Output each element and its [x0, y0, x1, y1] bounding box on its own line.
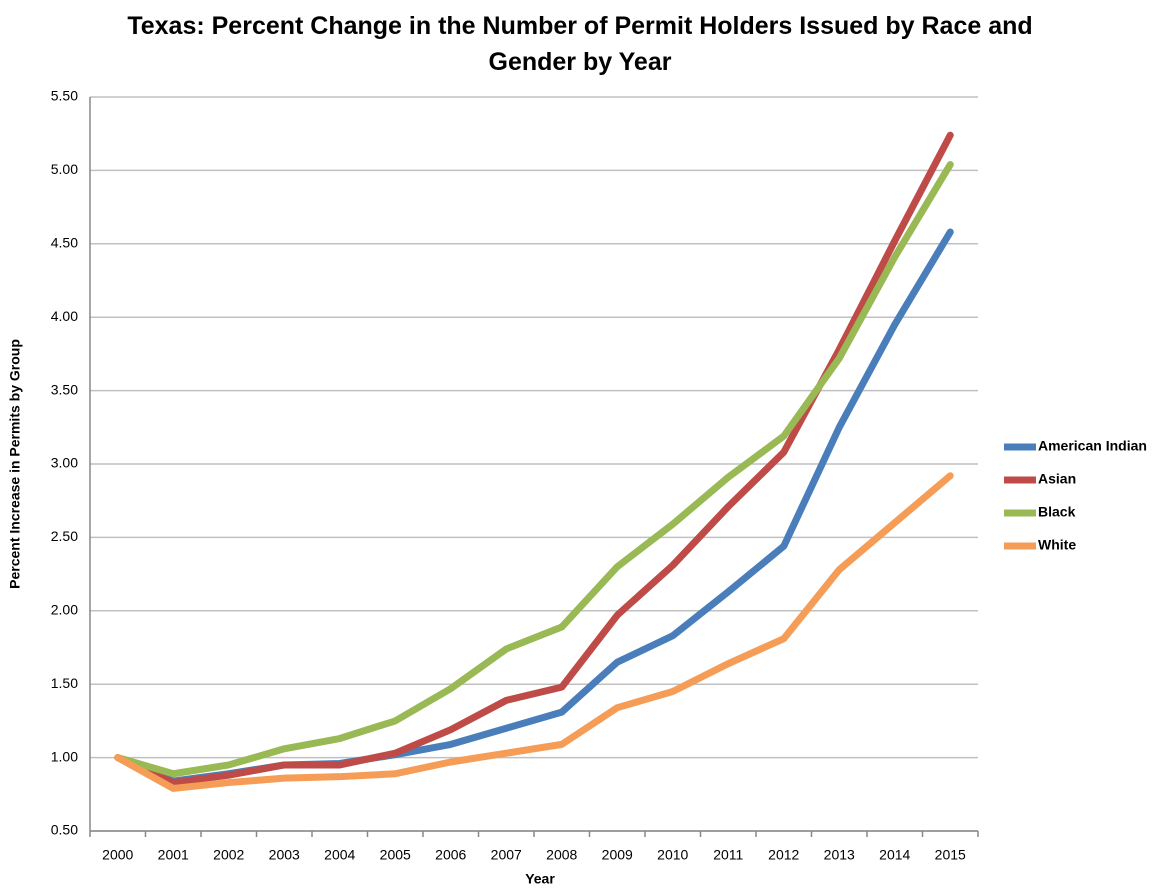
legend-label: Black [1038, 504, 1076, 520]
y-tick-label: 4.50 [51, 235, 78, 251]
y-tick-label: 2.50 [51, 528, 78, 544]
x-tick-label: 2005 [380, 847, 411, 863]
y-tick-label: 5.00 [51, 161, 78, 177]
legend-label: Asian [1038, 471, 1076, 487]
x-tick-label: 2009 [602, 847, 633, 863]
line-series [114, 472, 954, 792]
chart-title: Texas: Percent Change in the Number of P… [127, 12, 1033, 76]
y-tick-label: 4.00 [51, 308, 78, 324]
x-tick-label: 2001 [158, 847, 189, 863]
x-tick-label: 2008 [546, 847, 577, 863]
x-tick-label: 2013 [824, 847, 855, 863]
x-tick-label: 2004 [324, 847, 355, 863]
x-tick-label: 2015 [935, 847, 966, 863]
y-tick-label: 1.50 [51, 675, 78, 691]
y-tick-label: 2.00 [51, 602, 78, 618]
line-series [114, 161, 954, 778]
y-axis-label: Percent Increase in Permits by Group [7, 339, 23, 589]
x-tick-label: 2000 [102, 847, 133, 863]
x-tick-label: 2012 [768, 847, 799, 863]
x-tick-label: 2011 [713, 847, 743, 863]
x-tick-label: 2003 [269, 847, 300, 863]
legend-label: White [1038, 537, 1076, 553]
legend-label: American Indian [1038, 438, 1147, 454]
x-tick-label: 2007 [491, 847, 522, 863]
y-tick-label: 5.50 [51, 88, 78, 104]
x-tick-label: 2014 [879, 847, 910, 863]
y-tick-label: 3.00 [51, 455, 78, 471]
x-tick-label: 2006 [435, 847, 466, 863]
x-tick-label: 2002 [213, 847, 244, 863]
x-tick-label: 2010 [657, 847, 688, 863]
y-tick-label: 0.50 [51, 822, 78, 838]
x-axis-label: Year [525, 871, 555, 887]
y-tick-label: 1.00 [51, 748, 78, 764]
y-tick-label: 3.50 [51, 381, 78, 397]
line-series [114, 228, 954, 785]
